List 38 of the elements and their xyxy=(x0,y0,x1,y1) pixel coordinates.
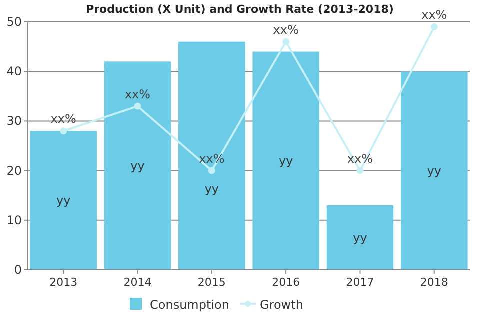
x-tick-label: 2013 xyxy=(50,276,78,289)
point xyxy=(134,102,142,110)
chart-title: Production (X Unit) and Growth Rate (2013-2018) xyxy=(86,3,394,16)
y-tick-label: 0 xyxy=(14,263,22,277)
x-tick-label: 2016 xyxy=(272,276,300,289)
bar xyxy=(178,42,246,270)
data-label: yy xyxy=(427,164,442,178)
x-tick-label: 2017 xyxy=(346,276,374,289)
x-tick-label: 2018 xyxy=(420,276,448,289)
bar xyxy=(104,62,172,270)
y-tick-label: 30 xyxy=(6,114,22,128)
bar xyxy=(326,206,394,270)
x-tick-label: 2015 xyxy=(198,276,226,289)
data-label: yy xyxy=(278,154,294,168)
point xyxy=(430,23,438,30)
x-tick-label: 2014 xyxy=(124,276,152,289)
point xyxy=(282,38,290,46)
point xyxy=(60,128,68,135)
y-tick-label: 20 xyxy=(6,164,22,178)
data-label: yy xyxy=(204,182,220,196)
data-label: yy xyxy=(353,230,368,245)
point xyxy=(208,167,216,174)
point xyxy=(356,167,364,174)
bar xyxy=(252,52,320,270)
data-label: yy xyxy=(130,158,145,173)
data-label: xx% xyxy=(422,8,448,22)
y-tick-label: 10 xyxy=(6,213,22,228)
bar xyxy=(30,131,97,270)
data-label: xx% xyxy=(124,87,151,102)
data-label: xx% xyxy=(273,22,299,37)
legend-label: Consumption xyxy=(150,298,230,312)
y-tick-label: 50 xyxy=(6,15,22,29)
bar xyxy=(401,72,468,270)
data-label: xx% xyxy=(199,152,225,166)
y-tick-label: 40 xyxy=(6,64,22,79)
data-label: xx% xyxy=(347,152,374,166)
data-label: yy xyxy=(56,194,71,208)
legend-label: Growth xyxy=(260,298,304,312)
